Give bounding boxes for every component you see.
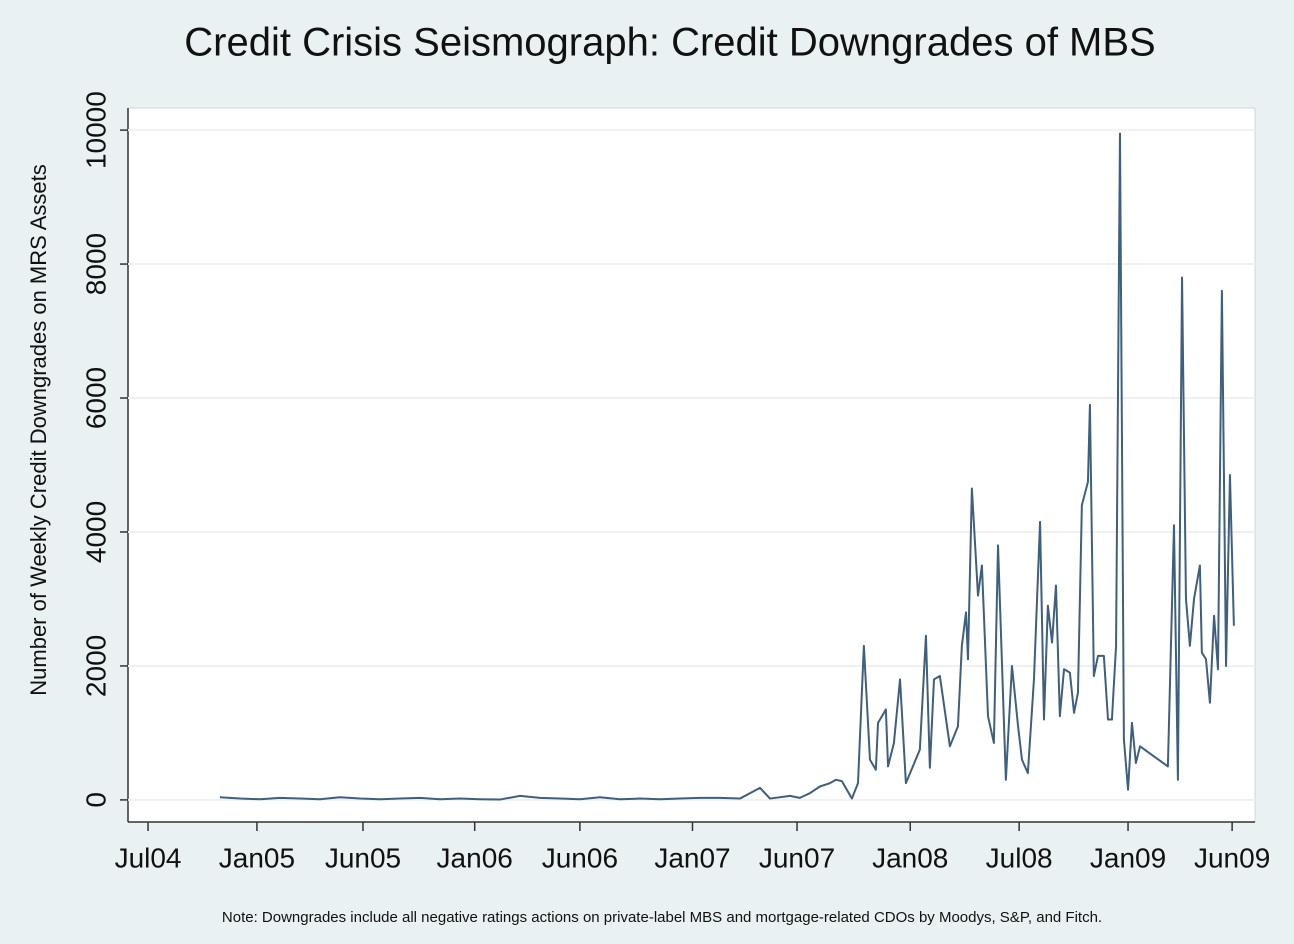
x-tick-label: Jan05 [219,842,295,873]
y-tick-label: 4000 [80,501,111,563]
data-line [219,132,1235,801]
x-tick-label: Jan06 [437,842,513,873]
y-tick-label: 2000 [80,635,111,697]
y-axis-label: Number of Weekly Credit Downgrades on MR… [26,164,51,695]
x-tick-label: Jun06 [542,842,618,873]
footnote: Note: Downgrades include all negative ra… [222,909,1102,926]
y-tick-label: 6000 [80,367,111,429]
x-tick-label: Jan09 [1090,842,1166,873]
x-tick-label: Jun07 [759,842,835,873]
x-tick-label: Jun05 [325,842,401,873]
chart-title: Credit Crisis Seismograph: Credit Downgr… [184,21,1155,65]
x-tick-label: Jun09 [1194,842,1270,873]
x-tick-label: Jan07 [654,842,730,873]
y-tick-label: 8000 [80,233,111,295]
x-tick-label: Jan08 [872,842,948,873]
y-tick-label: 0 [80,792,111,808]
x-tick-label: Jul08 [986,842,1053,873]
x-tick-label: Jul04 [115,842,182,873]
plot-area [127,107,1256,823]
y-tick-label: 10000 [80,91,111,169]
